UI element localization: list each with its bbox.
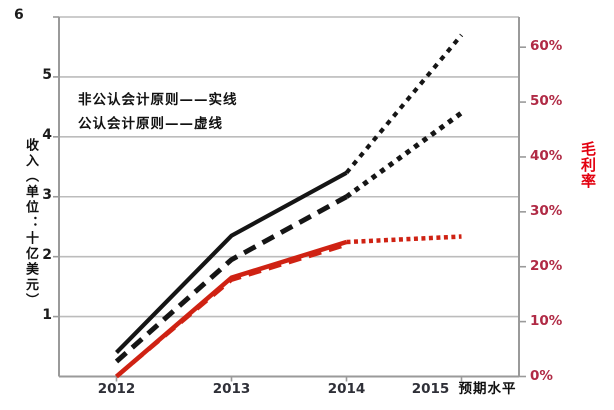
legend-item-nongaap-solid: 非公认会计原则——实线 <box>78 92 238 108</box>
y-axis-tick-label: 3 <box>42 186 52 203</box>
y2-axis-tick-label: 60% <box>530 38 563 55</box>
y-axis-tick-label: 4 <box>42 126 52 143</box>
x-axis-annotation-expected-level: 预期水平 <box>458 381 517 397</box>
legend-item-gaap-dashed: 公认会计原则——虚线 <box>78 116 223 132</box>
y-axis-tick-label: 2 <box>42 246 52 263</box>
series-projection-dotted-left <box>345 110 463 199</box>
x-axis-label-2014: 2014 <box>327 381 366 397</box>
y-axis-tick-label: 6 <box>14 7 24 23</box>
y2-axis-title-gross-margin: 毛利率 <box>579 141 597 189</box>
series-dashed-left <box>114 194 348 364</box>
y2-axis-tick-label: 40% <box>530 147 563 164</box>
series-solid-left <box>115 170 348 355</box>
y2-axis-tick-label: 0% <box>530 367 553 384</box>
y2-axis-tick-label: 30% <box>530 202 563 219</box>
series-projection-dotted-right <box>346 234 462 245</box>
x-axis-label-2015: 2015 <box>411 381 450 397</box>
y-axis-tick-label: 5 <box>42 66 52 83</box>
y-axis-tick-label: 1 <box>42 306 52 323</box>
x-axis-label-2013: 2013 <box>212 381 251 397</box>
series-projection-dotted-left <box>344 33 464 175</box>
series-dashed-right <box>115 242 348 379</box>
y2-axis-tick-label: 50% <box>530 93 563 110</box>
x-axis-label-2012: 2012 <box>97 381 136 397</box>
y2-axis-tick-label: 20% <box>530 257 563 274</box>
y-axis-title-revenue: 收入（单位：十亿美元） <box>23 138 38 309</box>
y2-axis-tick-label: 10% <box>530 312 563 329</box>
